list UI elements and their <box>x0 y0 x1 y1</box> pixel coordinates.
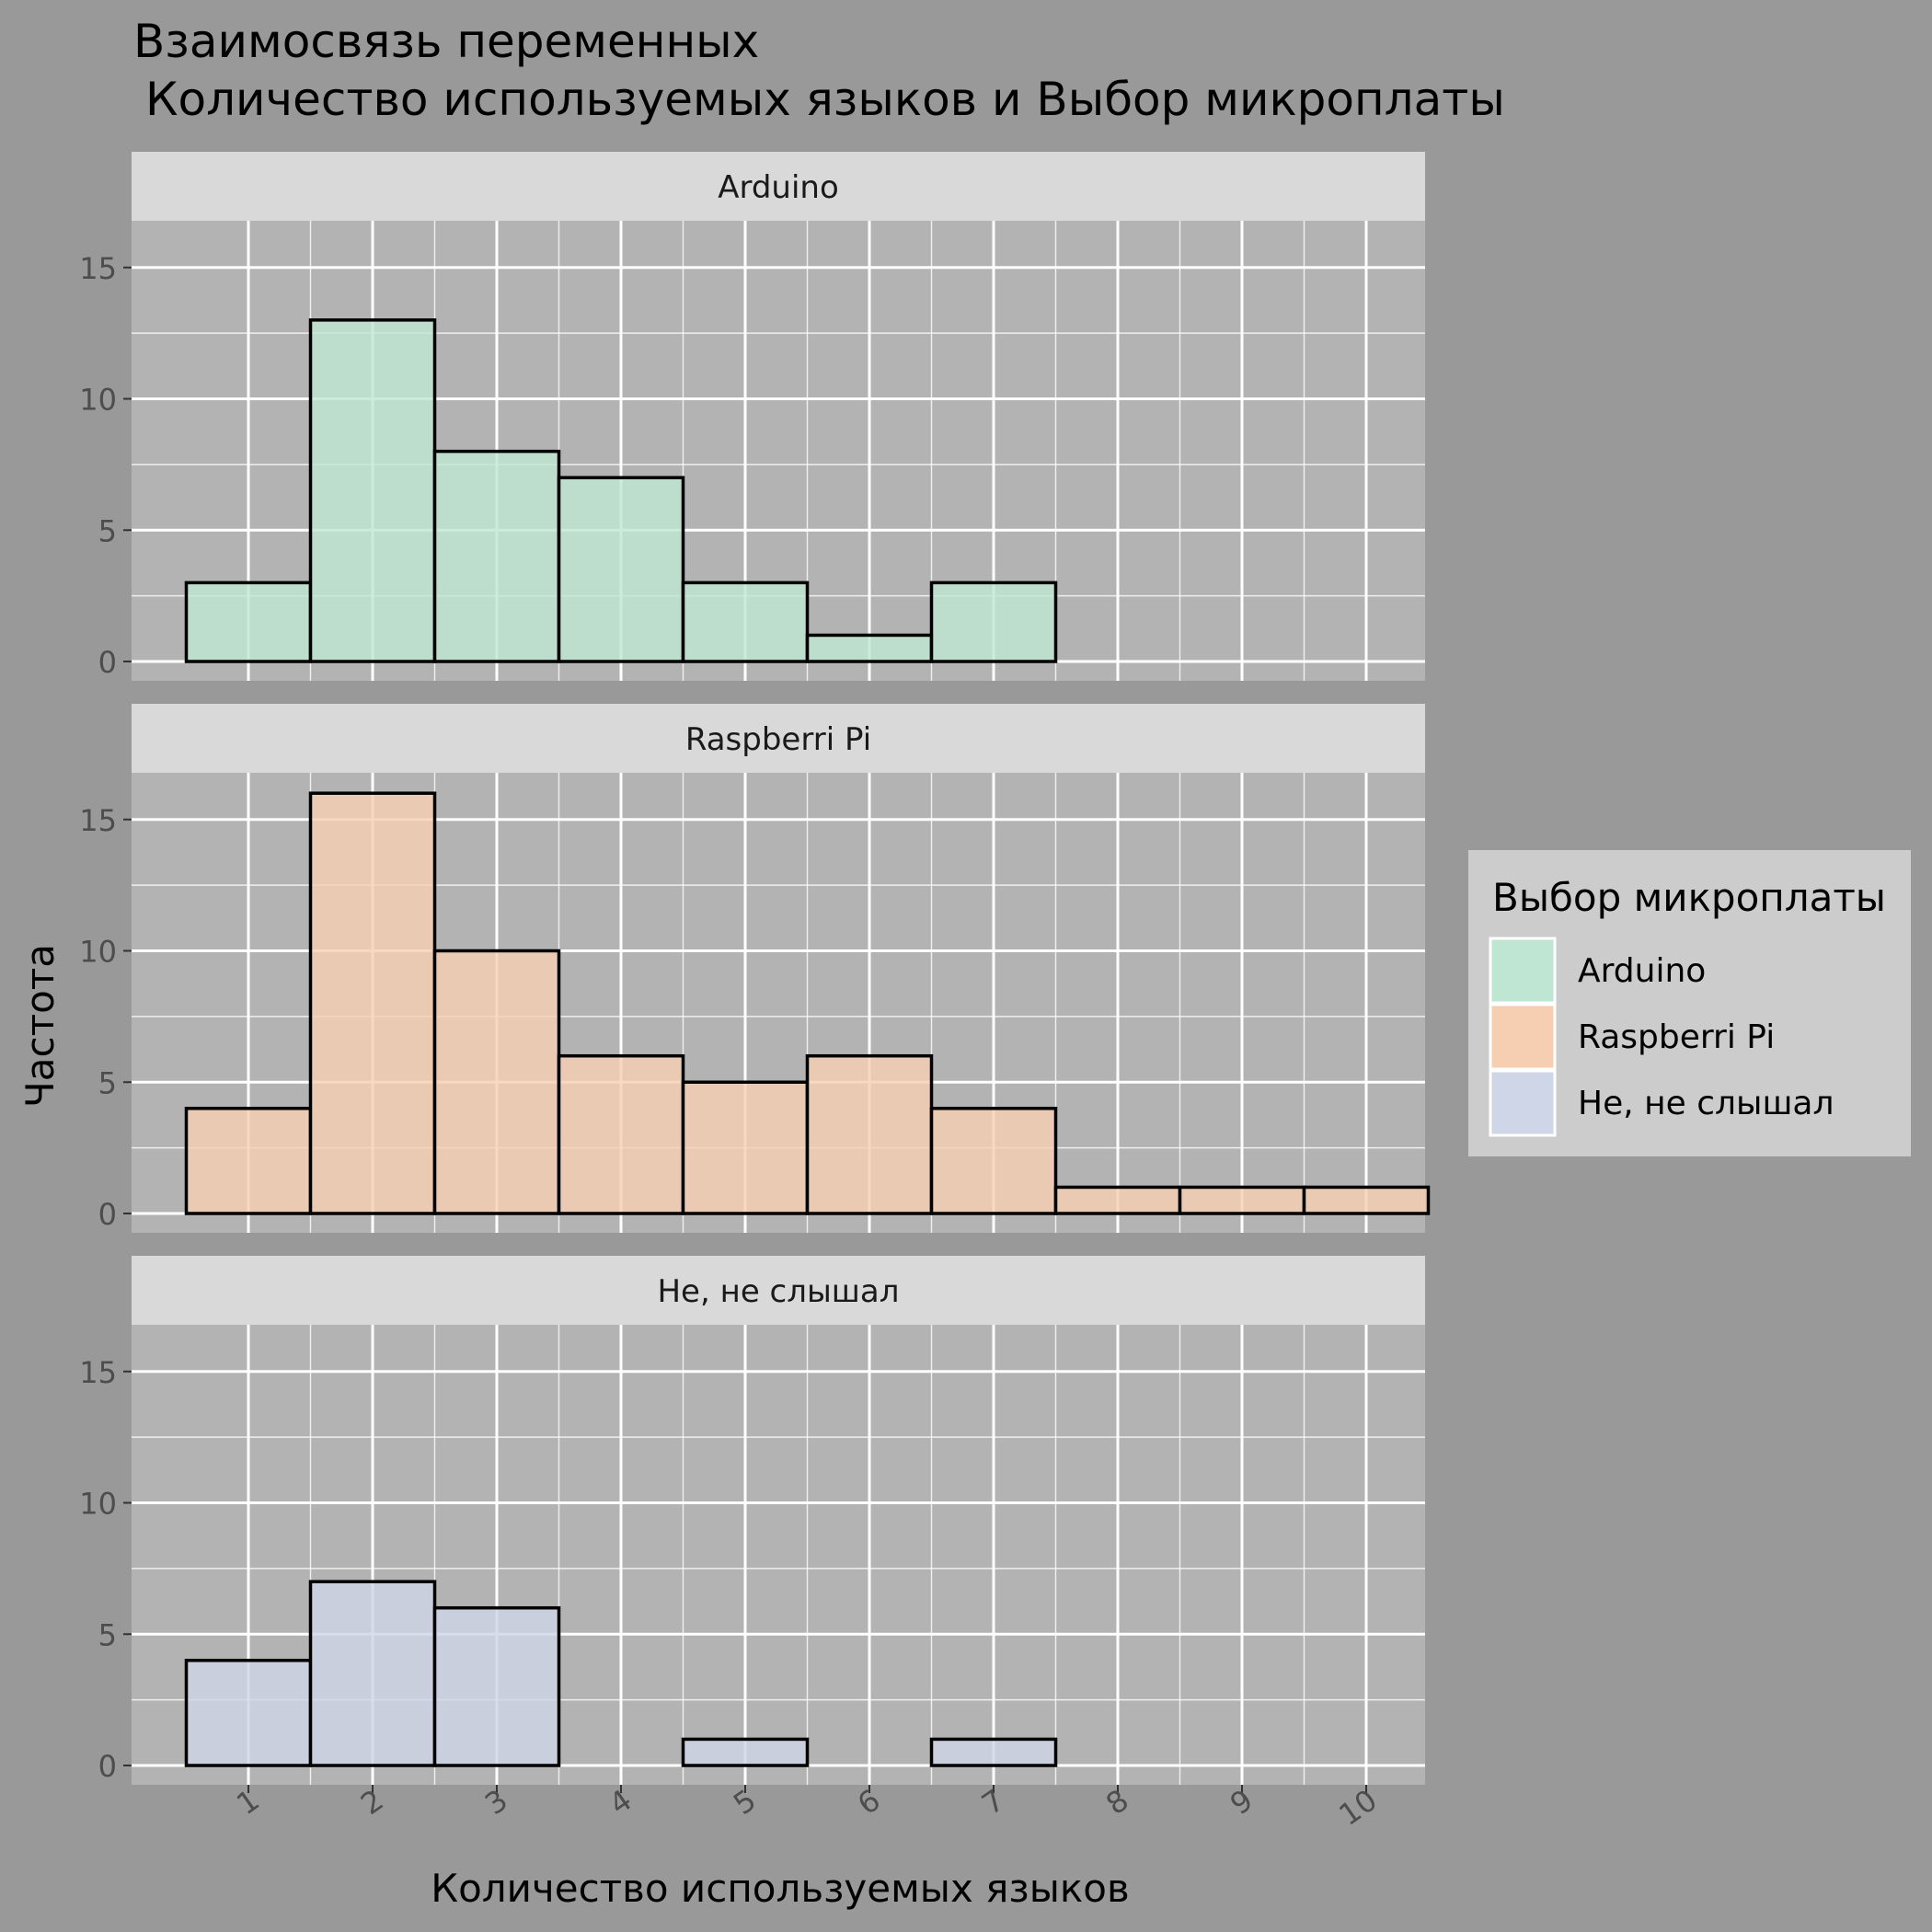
legend: Выбор микроплаты Arduino Raspberri Pi Не, … <box>1468 850 1911 1156</box>
histogram-bar <box>681 581 810 663</box>
x-axis-label: Количество используемых языков <box>431 1866 1129 1911</box>
histogram-bar <box>308 1580 437 1767</box>
legend-item-label: Raspberri Pi <box>1578 1018 1775 1056</box>
legend-items: Arduino Raspberri Pi Не, не слышал <box>1489 937 1834 1137</box>
legend-item-label: Не, не слышал <box>1578 1085 1834 1122</box>
histogram-bar <box>805 1053 934 1215</box>
y-tick-label: 10 <box>79 935 117 970</box>
histogram-bar <box>557 1053 685 1215</box>
facet-panel-3: Не, не слышал 0 5 10 15 <box>79 1256 1425 1785</box>
chart-title-line-1: Взаимосвязь переменных <box>133 15 759 68</box>
y-tick-label: 15 <box>79 251 117 286</box>
histogram-bar <box>681 1737 810 1767</box>
histogram-bar <box>681 1080 810 1215</box>
y-tick-label: 0 <box>98 645 117 680</box>
facet-strip-label: Raspberri Pi <box>685 721 871 758</box>
facet-strip-label: Не, не слышал <box>657 1273 899 1310</box>
histogram-bar <box>184 1107 313 1215</box>
histogram-bar <box>929 581 1058 663</box>
histogram-bar <box>557 476 685 663</box>
facet-strip-label: Arduino <box>718 169 839 206</box>
histogram-bar <box>1302 1185 1431 1215</box>
y-tick-label: 15 <box>79 803 117 838</box>
histogram-bar <box>432 449 561 663</box>
y-tick-label: 10 <box>79 1487 117 1522</box>
legend-key <box>1489 1003 1557 1071</box>
facet-panel-2: Raspberri Pi 0 5 10 15 <box>79 704 1431 1233</box>
facet-strip <box>132 704 1425 773</box>
facet-strip <box>132 1256 1425 1325</box>
histogram-bar <box>432 949 561 1215</box>
y-axis-label: Частота <box>17 944 63 1108</box>
histogram-bar <box>184 1659 313 1767</box>
y-tick-label: 0 <box>98 1197 117 1232</box>
histogram-bar <box>1053 1185 1182 1215</box>
histogram-bar <box>805 633 934 663</box>
histogram-bar <box>929 1737 1058 1767</box>
histogram-bar <box>1178 1185 1306 1215</box>
histogram-bar <box>308 318 437 663</box>
legend-key <box>1489 937 1557 1005</box>
histogram-bar <box>184 581 313 663</box>
facet-panel-1: Arduino 0 5 10 15 <box>79 152 1425 681</box>
legend-item-label: Arduino <box>1578 952 1706 990</box>
histogram-bar <box>432 1605 561 1767</box>
chart-title-line-2: Количество используемых языков и Выбор м… <box>145 73 1505 126</box>
y-tick-label: 10 <box>79 383 117 418</box>
y-tick-label: 15 <box>79 1355 117 1390</box>
y-tick-label: 5 <box>98 1617 117 1652</box>
y-tick-label: 0 <box>98 1749 117 1784</box>
histogram-bar <box>929 1107 1058 1215</box>
facet-strip <box>132 152 1425 221</box>
histogram-bar <box>308 791 437 1215</box>
legend-key <box>1489 1069 1557 1137</box>
y-tick-label: 5 <box>98 1065 117 1100</box>
legend-title: Выбор микроплаты <box>1492 875 1886 920</box>
y-tick-label: 5 <box>98 513 117 548</box>
